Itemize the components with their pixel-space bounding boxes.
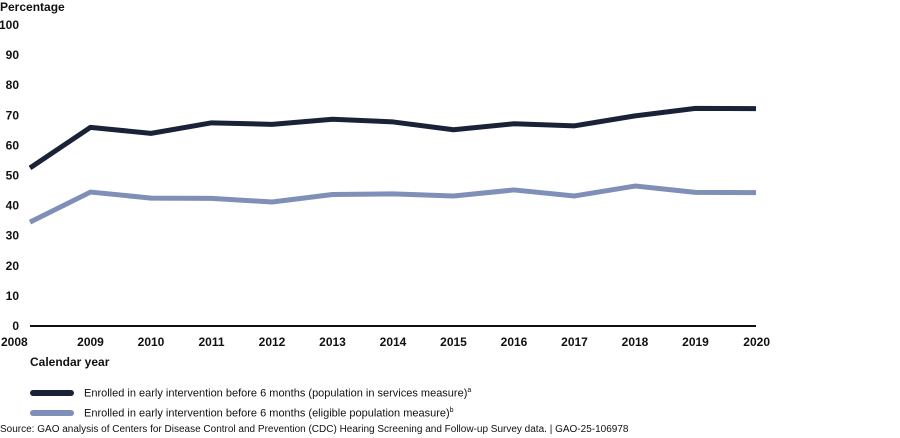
series-lines (28, 105, 757, 225)
x-axis-ticks: 2008 2009 2010 2011 2012 2013 2014 2015 2016 2017… (1, 335, 770, 349)
y-tick-label: 70 (6, 108, 20, 122)
legend-swatch-services (30, 390, 74, 396)
x-tick-label: 2010 (138, 335, 165, 349)
y-tick-label: 40 (6, 199, 20, 213)
x-tick-label: 2013 (319, 335, 346, 349)
x-tick-label: 2009 (77, 335, 104, 349)
y-tick-label: 100 (0, 18, 19, 32)
x-tick-label: 2020 (743, 335, 770, 349)
x-tick-label: 2012 (259, 335, 286, 349)
source-note: Source: GAO analysis of Centers for Dise… (0, 424, 629, 435)
x-tick-label: 2019 (682, 335, 709, 349)
x-tick-label: 2016 (501, 335, 528, 349)
legend-swatch-eligible (30, 410, 74, 416)
legend-item-services: Enrolled in early intervention before 6 … (30, 383, 471, 403)
y-tick-label: 80 (6, 78, 20, 92)
x-tick-label: 2008 (1, 335, 28, 349)
legend-item-eligible: Enrolled in early intervention before 6 … (30, 403, 471, 423)
series-line-eligible (28, 183, 757, 225)
legend: Enrolled in early intervention before 6 … (30, 383, 471, 423)
y-tick-label: 90 (6, 48, 20, 62)
x-axis-title: Calendar year (30, 355, 110, 369)
x-tick-label: 2017 (561, 335, 588, 349)
y-tick-label: 0 (12, 319, 19, 333)
legend-label-services: Enrolled in early intervention before 6 … (84, 386, 472, 400)
y-tick-label: 20 (6, 259, 20, 273)
x-tick-label: 2018 (622, 335, 649, 349)
y-axis-title: Percentage (0, 0, 65, 14)
series-line-services (28, 105, 757, 171)
y-tick-label: 60 (6, 138, 20, 152)
x-tick-label: 2011 (198, 335, 224, 349)
x-tick-label: 2014 (380, 335, 407, 349)
y-axis-ticks: 0 10 20 30 40 50 60 70 80 90 100 (0, 18, 19, 333)
y-tick-label: 10 (6, 289, 20, 303)
y-tick-label: 30 (6, 229, 20, 243)
y-tick-label: 50 (6, 169, 20, 183)
legend-label-eligible: Enrolled in early intervention before 6 … (84, 406, 454, 420)
x-tick-label: 2015 (440, 335, 467, 349)
